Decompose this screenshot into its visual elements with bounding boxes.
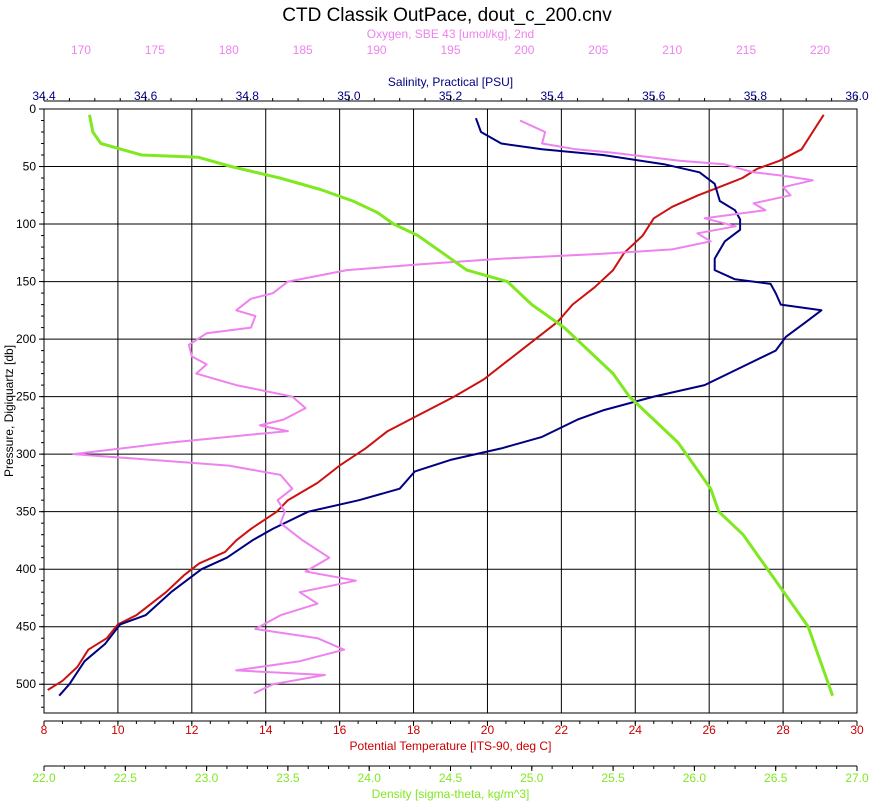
- oxygen-tick-label: 215: [736, 43, 756, 57]
- temperature-tick-label: 16: [333, 723, 347, 737]
- oxygen-tick-label: 210: [662, 43, 682, 57]
- temperature-tick-label: 8: [41, 723, 48, 737]
- temperature-tick-label: 18: [407, 723, 421, 737]
- chart-title: CTD Classik OutPace, dout_c_200.cnv: [282, 5, 612, 26]
- density-tick-label: 25.5: [601, 771, 625, 785]
- oxygen-tick-label: 205: [588, 43, 608, 57]
- salinity-tick-label: 34.4: [32, 89, 56, 103]
- y-tick-label: 200: [16, 332, 36, 346]
- oxygen-series-line: [72, 119, 814, 695]
- salinity-tick-label: 36.0: [845, 89, 869, 103]
- salinity-tick-label: 35.8: [744, 89, 768, 103]
- temperature-tick-label: 24: [629, 723, 643, 737]
- temperature-series-line: [47, 114, 825, 691]
- y-tick-label: 150: [16, 275, 36, 289]
- density-series-line: [88, 114, 835, 697]
- oxygen-tick-label: 200: [514, 43, 534, 57]
- density-tick-label: 23.0: [195, 771, 219, 785]
- oxygen-tick-label: 190: [367, 43, 387, 57]
- y-tick-label: 350: [16, 505, 36, 519]
- temperature-axis-title: Potential Temperature [ITS-90, deg C]: [350, 739, 552, 753]
- salinity-tick-label: 35.2: [439, 89, 463, 103]
- density-tick-label: 27.0: [845, 771, 869, 785]
- density-tick-label: 25.0: [520, 771, 544, 785]
- salinity-tick-label: 35.0: [337, 89, 361, 103]
- temperature-tick-label: 22: [555, 723, 569, 737]
- temperature-tick-label: 20: [481, 723, 495, 737]
- salinity-tick-label: 34.8: [236, 89, 260, 103]
- y-tick-label: 500: [16, 677, 36, 691]
- density-axis-title: Density [sigma-theta, kg/m^3]: [372, 787, 530, 801]
- salinity-tick-label: 34.6: [134, 89, 158, 103]
- density-tick-label: 22.0: [32, 771, 56, 785]
- y-tick-label: 100: [16, 217, 36, 231]
- density-tick-label: 22.5: [114, 771, 138, 785]
- temperature-tick-label: 14: [259, 723, 273, 737]
- oxygen-tick-label: 175: [145, 43, 165, 57]
- oxygen-tick-label: 220: [810, 43, 830, 57]
- density-tick-label: 23.5: [276, 771, 300, 785]
- temperature-tick-label: 12: [185, 723, 199, 737]
- oxygen-tick-label: 195: [440, 43, 460, 57]
- salinity-tick-label: 35.6: [642, 89, 666, 103]
- plot-frame: [43, 108, 858, 714]
- y-tick-label: 0: [29, 102, 36, 116]
- temperature-tick-label: 30: [850, 723, 864, 737]
- y-tick-label: 400: [16, 562, 36, 576]
- y-tick-label: 250: [16, 390, 36, 404]
- series-lines: [47, 114, 835, 697]
- y-axis-label: Pressure, Digiquartz [db]: [2, 345, 16, 477]
- density-tick-label: 24.5: [439, 771, 463, 785]
- density-tick-label: 26.0: [683, 771, 707, 785]
- temperature-tick-label: 28: [776, 723, 790, 737]
- oxygen-tick-label: 170: [71, 43, 91, 57]
- y-tick-label: 50: [23, 160, 37, 174]
- y-tick-label: 300: [16, 447, 36, 461]
- grid-lines: [43, 108, 858, 714]
- temperature-tick-label: 26: [703, 723, 717, 737]
- salinity-series-line: [58, 117, 823, 697]
- salinity-axis-title: Salinity, Practical [PSU]: [388, 75, 513, 89]
- density-tick-label: 26.5: [764, 771, 788, 785]
- temperature-tick-label: 10: [111, 723, 125, 737]
- oxygen-tick-label: 180: [219, 43, 239, 57]
- density-tick-label: 24.0: [358, 771, 382, 785]
- y-tick-label: 450: [16, 620, 36, 634]
- axes: 0 50 100 150 200 250 300 350 400 450 500 170 175 180 1…: [16, 27, 869, 801]
- salinity-tick-label: 35.4: [540, 89, 564, 103]
- oxygen-tick-label: 185: [293, 43, 313, 57]
- oxygen-axis-title: Oxygen, SBE 43 [umol/kg], 2nd: [367, 27, 534, 41]
